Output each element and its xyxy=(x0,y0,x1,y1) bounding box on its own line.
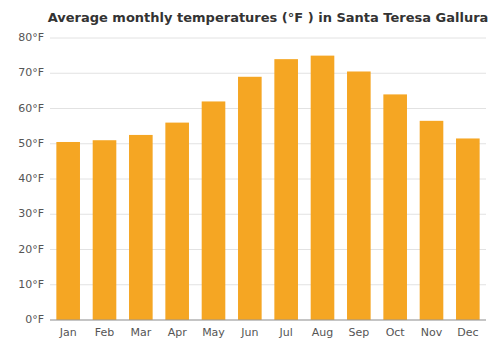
x-axis: Jan Feb Mar Apr May Jun Jul Aug Sep Oct Nov Dec xyxy=(50,320,486,339)
x-tick-label: Feb xyxy=(95,326,114,339)
x-tick-label: Mar xyxy=(130,326,151,339)
x-tick-label: Aug xyxy=(312,326,333,339)
bar xyxy=(456,138,480,320)
y-tick-label: 50°F xyxy=(18,137,44,150)
y-tick-label: 10°F xyxy=(18,278,44,291)
y-axis: 0°F 10°F 20°F 30°F 40°F 50°F 60°F 70°F 80°F xyxy=(18,31,486,326)
bars xyxy=(56,56,479,320)
x-tick-label: Dec xyxy=(457,326,478,339)
bar xyxy=(129,135,153,320)
bar xyxy=(383,94,407,320)
y-tick-label: 30°F xyxy=(18,207,44,220)
x-tick-label: Jul xyxy=(279,326,293,339)
y-tick-label: 40°F xyxy=(18,172,44,185)
bar xyxy=(274,59,298,320)
x-tick-label: Jan xyxy=(59,326,77,339)
x-tick-label: Sep xyxy=(348,326,369,339)
grid-line xyxy=(50,38,486,39)
title: Average monthly temperatures (°F ) in Sa… xyxy=(48,10,489,25)
x-tick-label: Jun xyxy=(240,326,258,339)
y-tick-label: 80°F xyxy=(18,31,44,44)
bar xyxy=(311,56,335,320)
bar xyxy=(347,71,371,320)
chart: Average monthly temperatures (°F ) in Sa… xyxy=(0,0,500,350)
bar xyxy=(420,121,444,320)
x-tick-label: Oct xyxy=(386,326,406,339)
grid-line xyxy=(50,320,486,321)
x-tick-label: May xyxy=(202,326,225,339)
x-tick-label: Apr xyxy=(168,326,188,339)
y-tick-label: 20°F xyxy=(18,243,44,256)
y-tick-label: 70°F xyxy=(18,66,44,79)
bar xyxy=(165,123,189,320)
bar xyxy=(56,142,80,320)
y-tick-label: 60°F xyxy=(18,102,44,115)
grid-line xyxy=(50,108,486,109)
bar xyxy=(238,77,262,320)
x-tick-label: Nov xyxy=(421,326,443,339)
x-axis-line xyxy=(50,320,486,321)
y-tick-label: 0°F xyxy=(25,313,44,326)
bar xyxy=(202,101,226,320)
bar xyxy=(93,140,117,320)
grid-line xyxy=(50,73,486,74)
